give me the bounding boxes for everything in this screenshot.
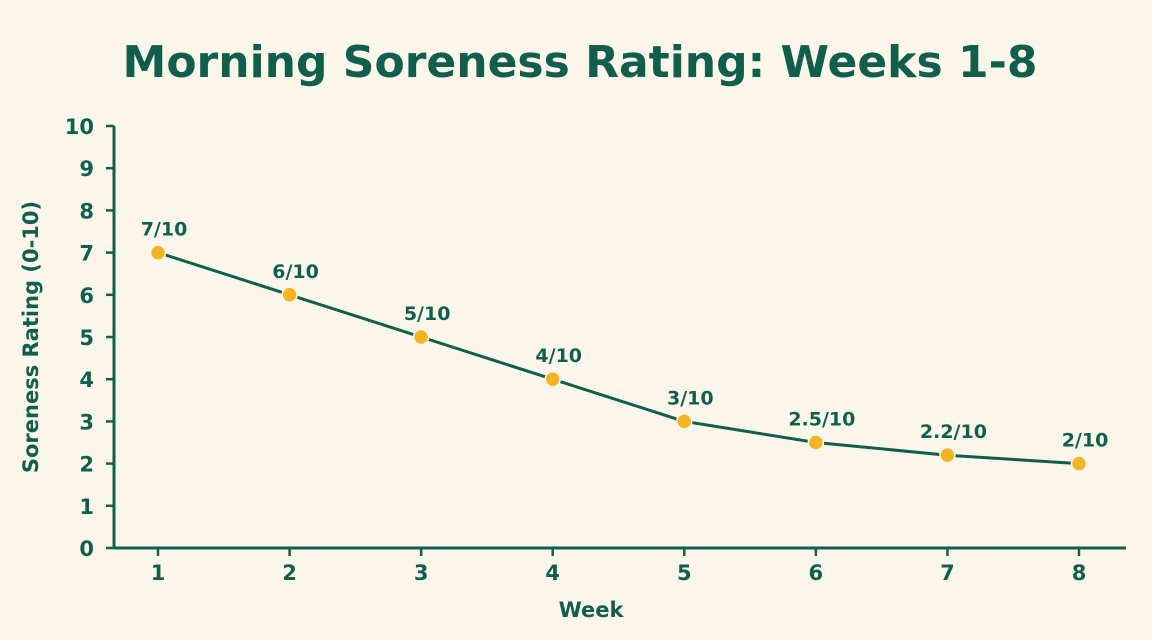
data-point [676, 413, 693, 430]
y-tick-label: 0 [79, 537, 94, 561]
data-point [807, 434, 825, 451]
data-label: 2/10 [1062, 430, 1109, 452]
y-tick-label: 9 [79, 157, 94, 181]
x-tick-label: 1 [151, 561, 166, 585]
data-label: 6/10 [272, 261, 319, 283]
x-tick-label: 4 [545, 561, 560, 585]
data-point [939, 446, 956, 464]
y-tick-label: 8 [79, 199, 94, 223]
data-label: 7/10 [141, 219, 188, 241]
data-point [149, 244, 167, 261]
y-tick-label: 6 [79, 284, 94, 308]
x-tick-label: 6 [809, 561, 824, 585]
data-point [1070, 455, 1088, 472]
data-label: 3/10 [667, 387, 714, 409]
data-label: 2.5/10 [788, 409, 855, 431]
data-labels: 7/10 6/10 5/10 4/10 3/10 2.5/10 2.2/10 2/10 [141, 219, 1109, 452]
y-tick-label: 1 [79, 495, 94, 519]
y-tick-label: 10 [65, 115, 94, 139]
data-point [412, 328, 430, 346]
data-points [149, 244, 1088, 472]
x-tick-label: 3 [414, 561, 429, 585]
y-axis-title: Soreness Rating (0-10) [19, 201, 43, 473]
data-point [544, 370, 561, 388]
x-tick-label: 5 [677, 561, 692, 585]
y-axis-ticks: 0 1 2 3 4 5 6 7 8 9 10 [65, 115, 114, 561]
chart-title: Morning Soreness Rating: Weeks 1-8 [123, 37, 1038, 88]
x-tick-label: 8 [1072, 561, 1087, 585]
x-axis-ticks: 1 2 3 4 5 6 7 8 [151, 548, 1087, 585]
x-tick-label: 2 [282, 561, 297, 585]
y-tick-label: 4 [79, 368, 94, 392]
y-tick-label: 3 [79, 410, 94, 434]
series-line [156, 251, 1081, 466]
y-tick-label: 2 [79, 453, 94, 477]
data-point [281, 286, 298, 304]
data-label: 4/10 [535, 345, 582, 367]
y-tick-label: 7 [79, 242, 94, 266]
x-axis-title: Week [559, 598, 625, 622]
y-tick-label: 5 [79, 326, 94, 350]
x-tick-label: 7 [940, 561, 955, 585]
data-label: 5/10 [404, 303, 451, 325]
data-label: 2.2/10 [920, 421, 987, 443]
